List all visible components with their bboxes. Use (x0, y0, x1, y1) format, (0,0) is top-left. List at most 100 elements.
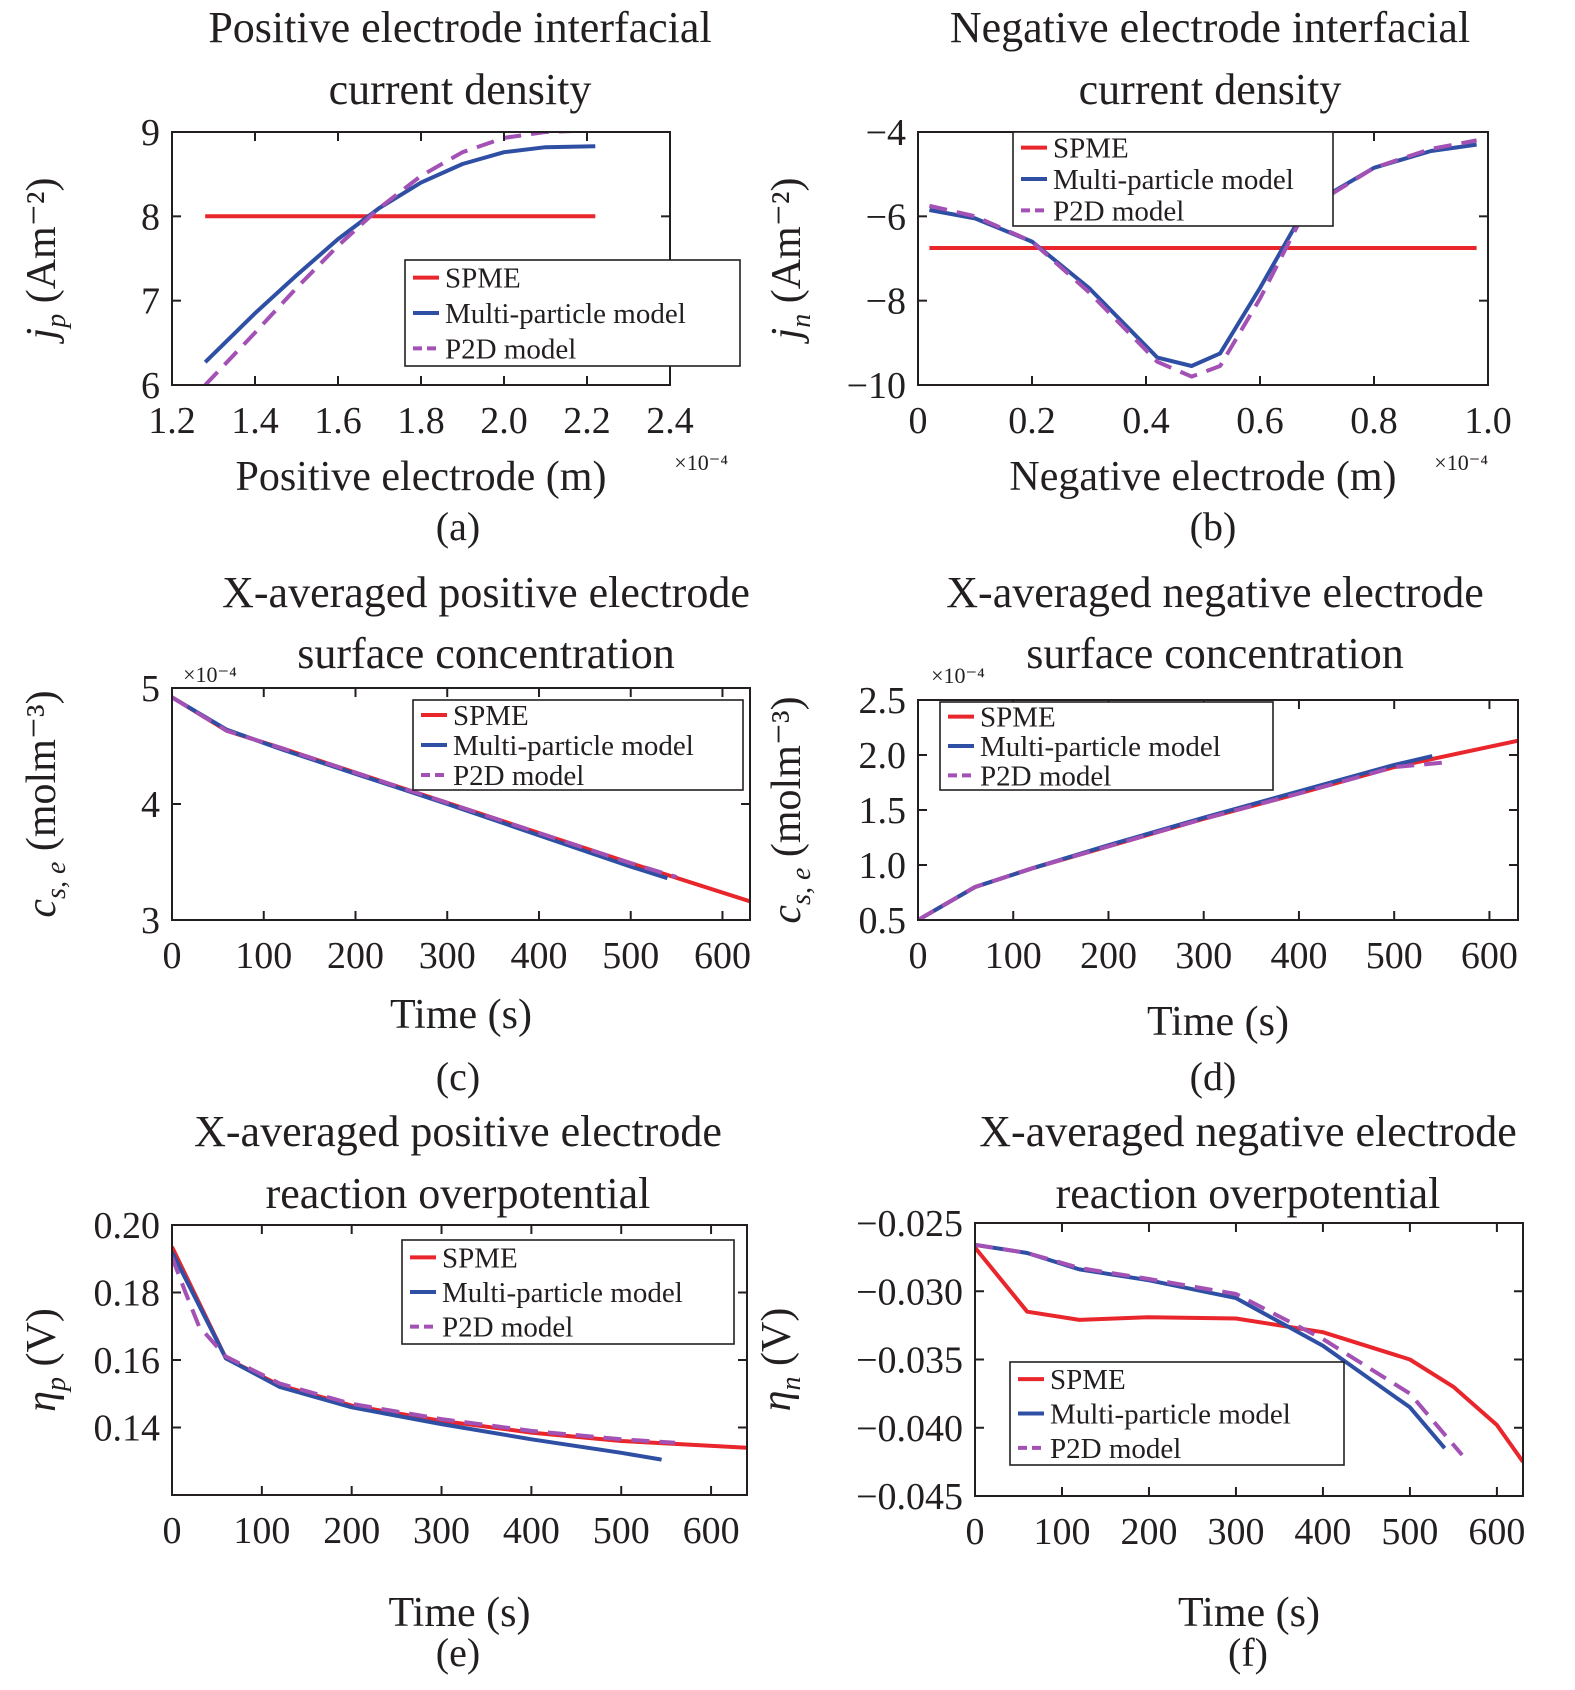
legend-label: SPME (980, 702, 1056, 734)
chart-title-line: surface concentration (297, 629, 674, 678)
x-tick-label: 100 (235, 935, 292, 977)
series-group (975, 1242, 1523, 1464)
panel-label: (c) (436, 1054, 480, 1099)
x-tick-label: 0 (909, 935, 928, 977)
x-tick-label: 300 (419, 935, 476, 977)
x-tick-label: 2.4 (646, 400, 694, 442)
y-tick-label: 8 (141, 196, 160, 238)
series-line-spme (975, 1246, 1523, 1464)
y-tick-label: −0.035 (856, 1340, 963, 1382)
x-tick-label: 500 (593, 1510, 650, 1552)
y-tick-label: 5 (141, 668, 160, 710)
x-tick-label: 0 (966, 1511, 985, 1553)
y-tick-label: −8 (866, 281, 906, 323)
x-tick-label: 300 (1175, 935, 1232, 977)
y-tick-label: 6 (141, 365, 160, 407)
x-axis-label: Time (s) (1178, 1590, 1320, 1636)
x-tick-label: 100 (1033, 1511, 1090, 1553)
y-tick-label: 4 (141, 784, 160, 826)
legend-label: Multi-particle model (1050, 1399, 1291, 1431)
x-tick-label: 2.2 (563, 400, 611, 442)
y-tick-label: 9 (141, 112, 160, 154)
chart-title-line: current density (1079, 65, 1342, 114)
chart-c: X-averaged positive electrode surface con… (19, 568, 751, 1099)
chart-title-line: current density (329, 65, 592, 114)
chart-title-line: X-averaged positive electrode (222, 568, 750, 617)
x-tick-label: 0 (163, 1510, 182, 1552)
y-tick-label: 0.14 (94, 1408, 161, 1450)
x-tick-label: 400 (1294, 1511, 1351, 1553)
x-tick-label: 0 (909, 400, 928, 442)
x-tick-label: 0.4 (1122, 400, 1170, 442)
y-axis-multiplier: ×10⁻⁴ (183, 662, 237, 687)
y-tick-label: 1.0 (859, 845, 907, 887)
x-axis-label: Positive electrode (m) (236, 454, 607, 500)
x-tick-label: 400 (510, 935, 567, 977)
legend-label: SPME (445, 263, 521, 295)
chart-e: X-averaged positive electrode reaction ov… (19, 1107, 748, 1675)
x-tick-label: 0 (163, 935, 182, 977)
chart-a: Positive electrode interfacial current de… (19, 3, 741, 549)
y-tick-label: 1.5 (859, 790, 907, 832)
y-axis-label: jp (Am⁻²) (19, 178, 72, 345)
chart-d: X-averaged negative electrode surface con… (764, 568, 1519, 1099)
chart-title-line: surface concentration (1026, 629, 1403, 678)
legend-label: P2D model (453, 760, 584, 792)
x-tick-label: 1.8 (397, 400, 445, 442)
x-tick-label: 300 (413, 1510, 470, 1552)
legend-label: P2D model (980, 760, 1111, 792)
chart-title-line: X-averaged negative electrode (979, 1107, 1516, 1156)
panel-label: (f) (1228, 1630, 1268, 1675)
x-tick-label: 200 (1120, 1511, 1177, 1553)
x-tick-label: 400 (503, 1510, 560, 1552)
chart-f: X-averaged negative electrode reaction ov… (754, 1107, 1525, 1675)
x-axis-label: Negative electrode (m) (1009, 454, 1396, 500)
panel-label: (b) (1190, 504, 1237, 549)
legend-label: P2D model (1053, 195, 1184, 227)
y-axis-label: cs, e (molm⁻³) (19, 690, 72, 917)
x-tick-label: 100 (985, 935, 1042, 977)
series-group (172, 1246, 747, 1462)
series-line-p2d-model (975, 1242, 1464, 1457)
x-tick-label: 500 (1366, 935, 1423, 977)
legend-label: Multi-particle model (1053, 164, 1294, 196)
series-line-p2d-model (928, 138, 1477, 379)
chart-title-line: Negative electrode interfacial (950, 3, 1470, 52)
chart-title-line: reaction overpotential (266, 1169, 651, 1218)
x-tick-label: 1.0 (1464, 400, 1512, 442)
y-axis-multiplier: ×10⁻⁴ (931, 663, 985, 688)
legend-label: P2D model (445, 333, 576, 365)
legend-box (1012, 131, 1334, 227)
x-axis-label: Time (s) (389, 1590, 531, 1636)
y-tick-label: 2.0 (859, 735, 907, 777)
legend-label: SPME (1050, 1364, 1126, 1396)
chart-b: Negative electrode interfacial current de… (764, 3, 1512, 549)
y-axis-label: ηp (V) (19, 1308, 72, 1412)
legend-box (1009, 1361, 1345, 1466)
x-tick-label: 300 (1207, 1511, 1264, 1553)
x-tick-label: 400 (1270, 935, 1327, 977)
legend-label: SPME (453, 700, 529, 732)
series-group (928, 138, 1477, 379)
x-tick-label: 2.0 (480, 400, 528, 442)
x-tick-label: 1.6 (314, 400, 362, 442)
series-line-p2d-model (918, 760, 1442, 920)
y-axis-label: ηn (V) (754, 1308, 807, 1412)
y-tick-label: −4 (866, 112, 906, 154)
legend-label: Multi-particle model (980, 731, 1221, 763)
x-tick-label: 0.2 (1008, 400, 1056, 442)
x-tick-label: 200 (323, 1510, 380, 1552)
y-axis-label: jn (Am⁻²) (764, 178, 817, 345)
y-tick-label: −0.045 (856, 1476, 963, 1518)
legend-box (412, 699, 744, 791)
panel-label: (e) (436, 1630, 480, 1675)
legend-box (404, 259, 741, 367)
chart-title-line: Positive electrode interfacial (208, 3, 711, 52)
x-tick-label: 1.2 (148, 400, 196, 442)
x-tick-label: 600 (1468, 1511, 1525, 1553)
y-tick-label: −0.030 (856, 1271, 963, 1313)
